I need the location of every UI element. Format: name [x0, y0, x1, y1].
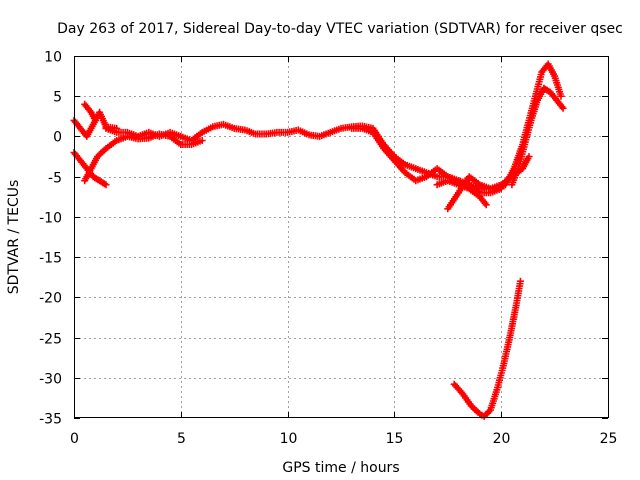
series-points [70, 108, 121, 140]
series-layer [70, 60, 567, 420]
y-tick-label: 0 [53, 130, 62, 146]
chart-title: Day 263 of 2017, Sidereal Day-to-day VTE… [57, 21, 623, 37]
y-axis-label: SDTVAR / TECUs [6, 180, 22, 295]
grid [74, 56, 608, 418]
series-points [508, 84, 567, 189]
y-tick-label: -15 [39, 251, 62, 267]
series-track-h [433, 177, 490, 209]
y-tick-label: -5 [48, 171, 62, 187]
x-axis-label: GPS time / hours [282, 460, 399, 476]
y-tick-label: -35 [39, 412, 62, 428]
y-tick-label: -25 [39, 332, 62, 348]
series-track-d [81, 100, 99, 124]
series-track-j [508, 84, 567, 189]
y-tick-label: -20 [39, 291, 62, 307]
y-tick-label: 5 [53, 90, 62, 106]
x-tick-label: 20 [493, 431, 511, 447]
axes: 0 5 10 15 20 25 -35 -30 -25 -20 -15 -10 -5 0 5 10 [39, 50, 617, 448]
y-tick-label: 10 [44, 50, 62, 66]
x-tick-label: 5 [177, 431, 186, 447]
series-track-k [450, 277, 524, 420]
series-points [433, 177, 490, 209]
x-tick-label: 0 [70, 431, 79, 447]
series-points [81, 100, 99, 124]
x-tick-label: 10 [280, 431, 298, 447]
x-tick-label: 15 [386, 431, 404, 447]
plot-frame [74, 56, 609, 418]
y-tick-label: -30 [39, 372, 62, 388]
y-tick-label: -10 [39, 211, 62, 227]
series-track-c [70, 108, 121, 140]
series-points [450, 277, 524, 420]
x-tick-label: 25 [600, 431, 618, 447]
